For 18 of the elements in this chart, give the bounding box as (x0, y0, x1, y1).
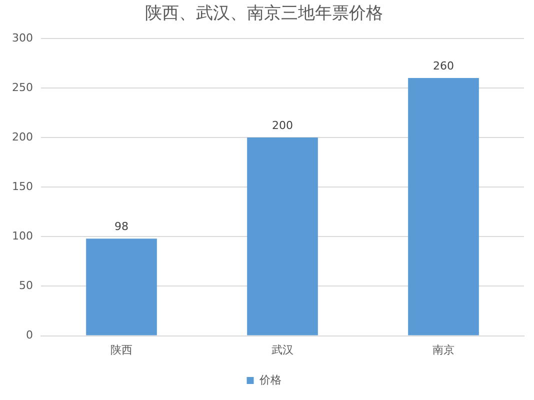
chart-title: 陕西、武汉、南京三地年票价格 (145, 4, 383, 24)
y-tick-label: 200 (12, 130, 33, 144)
y-tick-label: 300 (12, 31, 33, 44)
data-label: 200 (272, 118, 293, 132)
y-tick-label: 150 (12, 180, 33, 193)
data-label: 260 (433, 59, 454, 72)
y-tick-label: 250 (12, 80, 33, 94)
y-tick-label: 50 (18, 279, 33, 292)
bar (247, 138, 318, 336)
data-label: 98 (114, 220, 128, 234)
x-tick-label: 南京 (432, 343, 454, 356)
bar (408, 78, 479, 336)
x-tick-label: 武汉 (272, 343, 294, 356)
bar (86, 238, 157, 336)
y-tick-label: 100 (12, 230, 33, 243)
y-tick-label: 0 (26, 328, 33, 342)
x-tick-label: 陕西 (110, 343, 132, 356)
legend-label: 价格 (258, 373, 282, 386)
